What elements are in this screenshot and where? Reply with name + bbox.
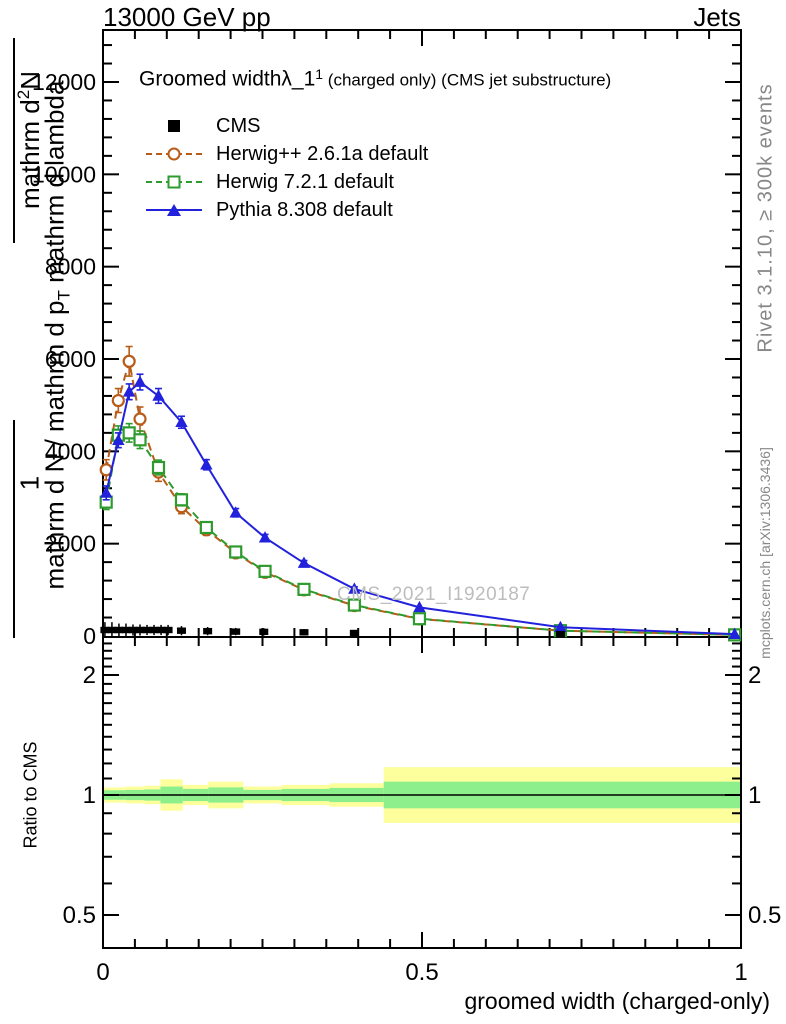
svg-text:4000: 4000	[45, 438, 96, 464]
legend-item-cms: CMS	[146, 112, 428, 140]
beam-energy-label: 13000 GeV pp	[103, 2, 271, 32]
svg-text:0: 0	[83, 623, 96, 649]
open-circle-icon	[167, 147, 181, 161]
y-axis-numerator-tail: N	[14, 70, 45, 90]
svg-text:1: 1	[734, 959, 747, 986]
svg-text:8000: 8000	[45, 254, 96, 280]
svg-text:2000: 2000	[45, 531, 96, 557]
plot-title-superscript: 1	[315, 66, 324, 82]
x-axis-label: groomed width (charged-only)	[464, 988, 770, 1014]
svg-text:0.5: 0.5	[748, 902, 781, 929]
filled-square-icon	[168, 120, 180, 132]
legend: CMS Herwig++ 2.6.1a default Herwig 7.2.1…	[146, 112, 428, 224]
y-axis-label-one: 1	[14, 475, 45, 491]
y-axis-numerator-sup: 2	[14, 89, 34, 100]
legend-item-herwig7: Herwig 7.2.1 default	[146, 168, 428, 196]
svg-text:0.5: 0.5	[63, 902, 96, 929]
svg-text:0.5: 0.5	[405, 959, 438, 986]
plot-title-main: Groomed width	[139, 67, 282, 91]
y-axis-fraction-bar-top	[13, 38, 15, 243]
svg-text:0: 0	[96, 959, 109, 986]
legend-item-pythia: Pythia 8.308 default	[146, 196, 428, 224]
y-axis-label-sub-T: T	[54, 290, 74, 301]
legend-label: Herwig++ 2.6.1a default	[216, 142, 429, 165]
plot-title-suffix: (charged only) (CMS jet substructure)	[323, 70, 612, 90]
svg-text:1: 1	[748, 782, 761, 809]
herwig7-marker	[146, 174, 202, 190]
svg-text:6000: 6000	[45, 346, 96, 372]
pythia-marker	[146, 202, 202, 218]
svg-text:12000: 12000	[32, 69, 96, 95]
legend-label: Herwig 7.2.1 default	[216, 170, 394, 193]
open-square-icon	[167, 175, 181, 189]
y-axis-label-numerator: mathrm d2N	[14, 71, 46, 209]
legend-label: CMS	[216, 114, 261, 137]
y-axis-label-denominator: mathrm d N / mathrm d p	[39, 300, 70, 590]
svg-text:1: 1	[83, 782, 96, 809]
legend-label: Pythia 8.308 default	[216, 198, 393, 221]
svg-text:10000: 10000	[32, 161, 96, 187]
rivet-version-label: Rivet 3.1.10, ≥ 300k events	[754, 83, 777, 353]
y-axis-numerator-text: mathrm d	[14, 99, 45, 210]
ratio-axis-label: Ratio to CMS	[20, 741, 41, 849]
cms-marker	[146, 118, 202, 134]
process-label: Jets	[693, 2, 741, 32]
filled-triangle-icon	[167, 204, 181, 216]
y-axis-fraction-bar-bottom	[13, 420, 15, 638]
legend-item-herwigpp: Herwig++ 2.6.1a default	[146, 140, 428, 168]
mcplots-credit-label: mcplots.cern.ch [arXiv:1306.3436]	[757, 447, 773, 659]
herwigpp-marker	[146, 146, 202, 162]
analysis-watermark: CMS_2021_I1920187	[337, 584, 531, 605]
svg-text:2: 2	[748, 662, 761, 689]
plot-title: Groomed widthλ_11 (charged only) (CMS je…	[139, 66, 611, 91]
plot-title-lambda: λ_1	[281, 67, 316, 91]
svg-text:2: 2	[83, 662, 96, 689]
